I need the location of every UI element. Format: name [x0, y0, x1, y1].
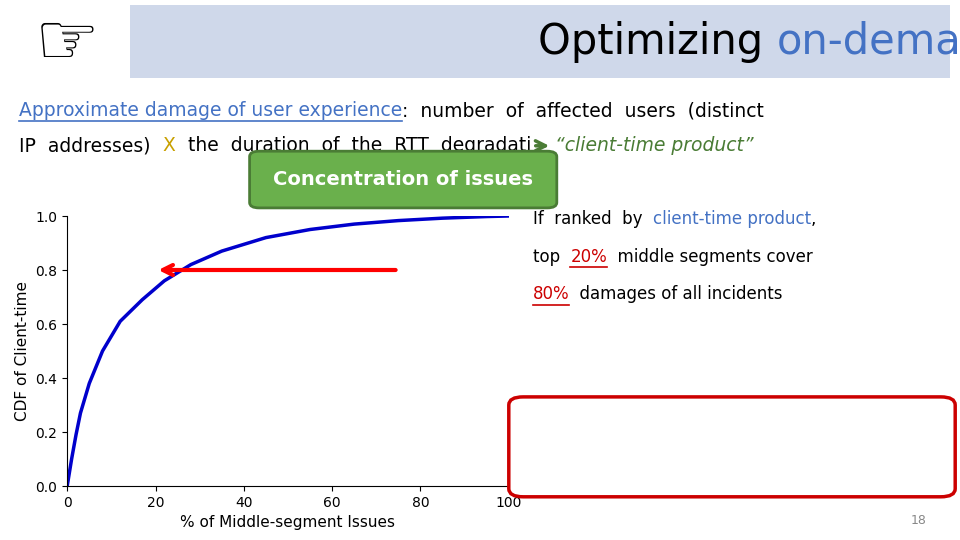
Text: client-time product: client-time product	[730, 418, 893, 437]
Text: the  duration  of  the  RTT  degradati: the duration of the RTT degradati	[176, 136, 531, 156]
Text: 20%: 20%	[570, 247, 607, 266]
Text: Approximate damage of user experience: Approximate damage of user experience	[19, 101, 402, 120]
Text: Concentration of issues: Concentration of issues	[274, 170, 533, 189]
Text: If  ranked  by: If ranked by	[533, 210, 653, 228]
Y-axis label: CDF of Client-time: CDF of Client-time	[15, 281, 30, 421]
Text: “client-time product”: “client-time product”	[555, 136, 754, 156]
Text: 18: 18	[910, 514, 926, 526]
Text: ,: ,	[811, 210, 816, 228]
Text: :  number  of  affected  users  (distinct: : number of affected users (distinct	[402, 101, 764, 120]
Text: estimated: estimated	[645, 418, 730, 437]
Text: middle segments cover: middle segments cover	[607, 247, 813, 266]
Text: client-time product: client-time product	[653, 210, 811, 228]
Text: on-demand: on-demand	[777, 21, 960, 63]
Text: 80%: 80%	[533, 285, 569, 303]
X-axis label: % of Middle-segment Issues: % of Middle-segment Issues	[180, 515, 396, 530]
Text: ☞: ☞	[35, 10, 100, 79]
Text: X: X	[162, 136, 176, 156]
Text: BlameIt uses: BlameIt uses	[533, 418, 645, 437]
Text: damages of all incidents: damages of all incidents	[569, 285, 783, 303]
Text: to prioritize middle-segment issues: to prioritize middle-segment issues	[533, 454, 827, 472]
Text: IP  addresses): IP addresses)	[19, 136, 162, 156]
Text: top: top	[533, 247, 570, 266]
Text: Optimizing: Optimizing	[539, 21, 777, 63]
